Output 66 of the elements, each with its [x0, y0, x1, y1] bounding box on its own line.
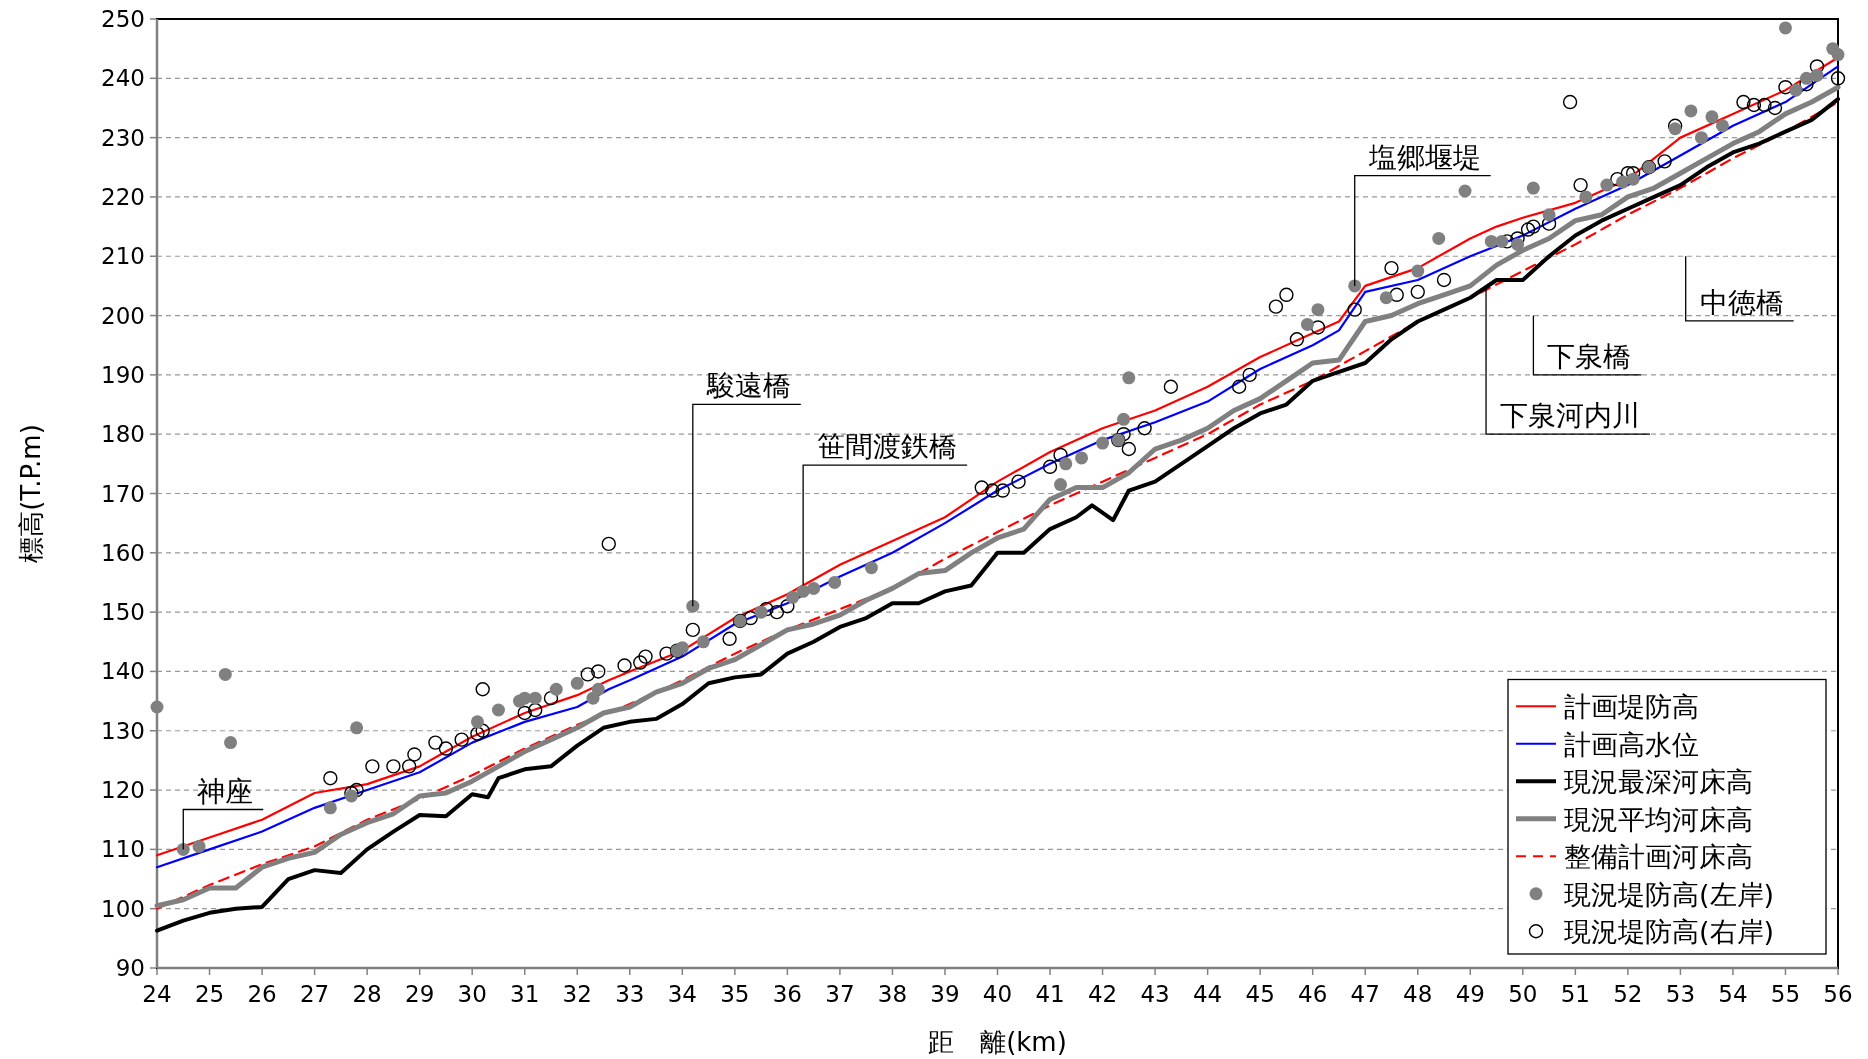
y-tick-label: 190	[101, 361, 145, 388]
x-tick-label: 39	[930, 981, 960, 1007]
y-tick-label: 170	[101, 480, 145, 507]
annotation: 中徳橋	[1699, 285, 1784, 319]
x-tick-label: 46	[1298, 981, 1328, 1007]
legend-label: 現況堤防高(左岸)	[1564, 878, 1775, 910]
x-tick-label: 52	[1613, 981, 1643, 1007]
x-axis-title: 距 離(km)	[928, 1027, 1067, 1057]
y-tick-label: 140	[101, 658, 145, 685]
y-tick-label: 210	[101, 243, 145, 270]
x-tick-label: 54	[1718, 981, 1748, 1007]
x-tick-label: 34	[667, 981, 697, 1007]
x-tick-label: 49	[1455, 981, 1485, 1007]
annotation: 塩郷堰堤	[1367, 140, 1481, 174]
x-tick-label: 27	[299, 981, 330, 1007]
y-axis-title: 標高(T.P.m)	[16, 424, 46, 563]
x-tick-label: 26	[247, 981, 277, 1007]
legend-label: 現況平均河床高	[1564, 803, 1753, 835]
x-tick-label: 32	[562, 981, 592, 1007]
y-tick-label: 100	[101, 895, 145, 922]
x-tick-label: 56	[1823, 981, 1853, 1007]
y-tick-label: 130	[101, 717, 145, 744]
x-tick-label: 48	[1403, 981, 1433, 1007]
x-tick-label: 33	[615, 981, 645, 1007]
x-tick-label: 38	[877, 981, 908, 1007]
annotation: 駿遠橋	[705, 369, 791, 403]
legend-label: 整備計画河床高	[1564, 841, 1753, 873]
x-tick-label: 31	[510, 981, 540, 1007]
x-tick-label: 24	[142, 981, 172, 1007]
x-tick-label: 25	[194, 981, 225, 1007]
x-tick-label: 37	[825, 981, 855, 1007]
y-tick-label: 150	[101, 599, 145, 626]
legend-label: 現況最深河床高	[1564, 766, 1753, 798]
x-tick-label: 29	[405, 981, 435, 1007]
x-tick-label: 50	[1508, 981, 1538, 1007]
x-tick-label: 30	[457, 981, 487, 1007]
y-tick-label: 220	[101, 183, 145, 210]
x-tick-label: 47	[1350, 981, 1380, 1007]
annotation: 下泉河内川	[1500, 399, 1641, 433]
x-tick-label: 28	[352, 981, 382, 1007]
x-tick-label: 42	[1087, 981, 1118, 1007]
y-tick-label: 250	[101, 6, 145, 32]
x-tick-label: 43	[1140, 981, 1170, 1007]
x-tick-label: 53	[1665, 981, 1696, 1007]
annotation: 神座	[197, 774, 254, 808]
y-tick-label: 230	[101, 124, 145, 151]
annotation: 下泉橋	[1547, 339, 1632, 373]
y-tick-label: 120	[101, 777, 145, 804]
x-tick-label: 36	[772, 981, 803, 1007]
x-tick-label: 45	[1245, 981, 1275, 1007]
y-tick-label: 110	[101, 836, 145, 863]
y-tick-label: 200	[101, 302, 145, 329]
y-tick-label: 90	[115, 955, 145, 981]
x-tick-label: 41	[1035, 981, 1065, 1007]
legend-label: 計画堤防高	[1564, 691, 1699, 723]
annotation: 笹間渡鉄橋	[817, 430, 958, 464]
legend-label: 計画高水位	[1564, 728, 1699, 760]
y-tick-label: 160	[101, 539, 145, 566]
legend-label: 現況堤防高(右岸)	[1564, 916, 1775, 948]
y-tick-label: 240	[101, 65, 145, 92]
y-tick-label: 180	[101, 421, 145, 448]
x-tick-label: 51	[1560, 981, 1590, 1007]
x-tick-label: 44	[1192, 981, 1223, 1007]
x-tick-label: 35	[720, 981, 750, 1007]
x-tick-label: 40	[982, 981, 1013, 1007]
x-tick-label: 55	[1770, 981, 1801, 1007]
